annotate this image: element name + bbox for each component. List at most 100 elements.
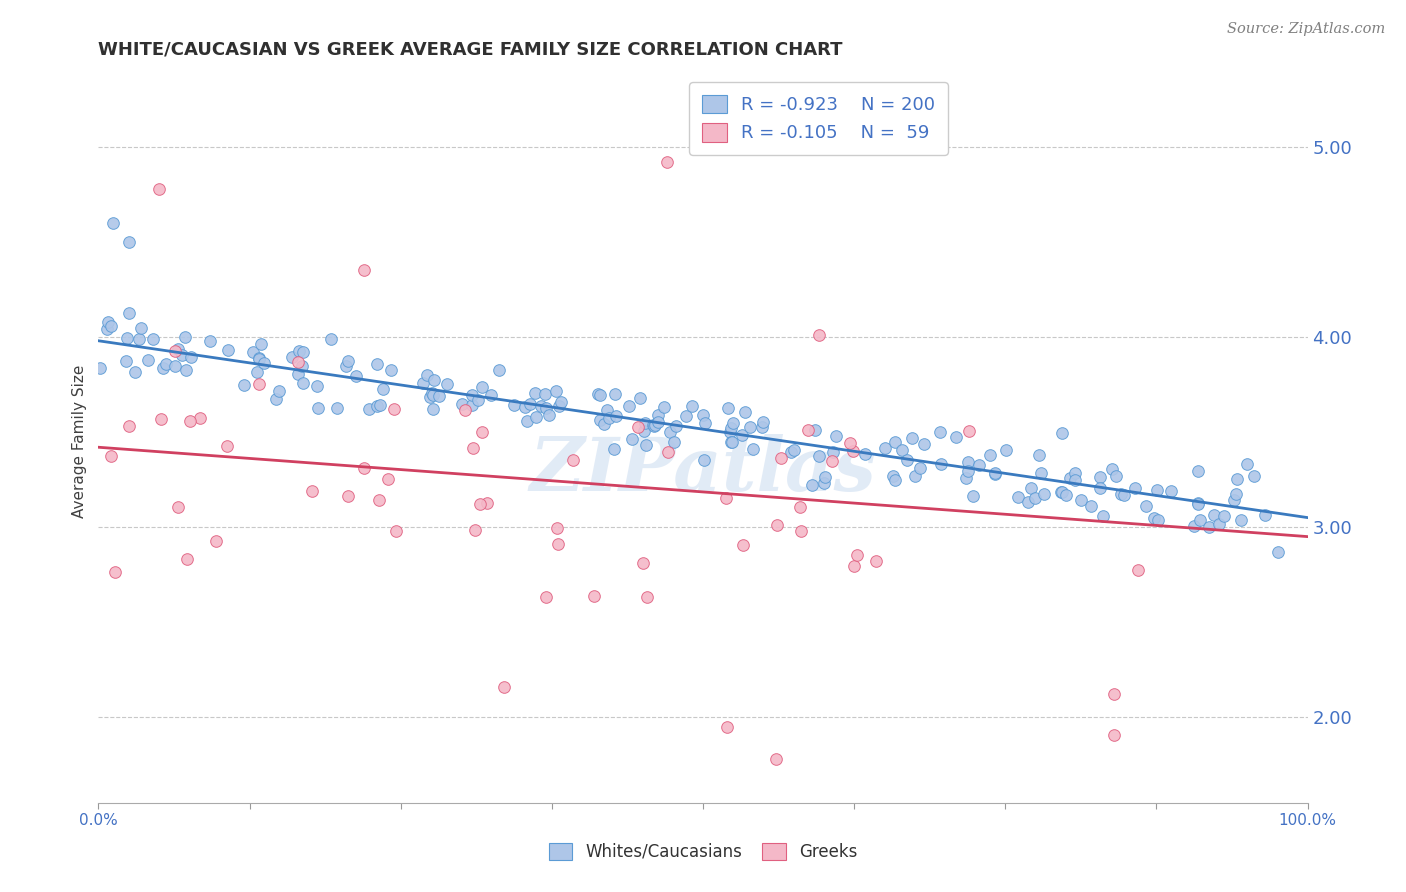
Point xyxy=(188,411,211,425)
Point xyxy=(148,181,170,195)
Point xyxy=(412,376,434,390)
Point xyxy=(967,458,990,472)
Point xyxy=(1146,483,1168,497)
Point xyxy=(427,389,450,403)
Point xyxy=(593,417,616,431)
Point xyxy=(692,409,714,423)
Point xyxy=(492,680,515,694)
Point xyxy=(1019,482,1042,496)
Point xyxy=(536,590,558,604)
Point xyxy=(534,386,557,401)
Point xyxy=(621,432,644,446)
Point xyxy=(603,442,626,456)
Point xyxy=(733,539,755,553)
Point xyxy=(371,382,394,396)
Point xyxy=(488,362,510,376)
Point xyxy=(808,327,831,342)
Point xyxy=(250,336,273,351)
Point xyxy=(524,410,547,425)
Point xyxy=(198,334,221,348)
Legend: Whites/Caucasians, Greeks: Whites/Caucasians, Greeks xyxy=(543,836,863,868)
Point xyxy=(718,425,741,439)
Point xyxy=(471,380,494,394)
Point xyxy=(281,350,304,364)
Point xyxy=(1114,488,1136,502)
Point xyxy=(1135,499,1157,513)
Point xyxy=(176,552,198,566)
Point xyxy=(627,420,650,434)
Point xyxy=(957,464,980,478)
Point xyxy=(751,420,773,434)
Point xyxy=(896,452,918,467)
Point xyxy=(1142,511,1164,525)
Point xyxy=(1187,464,1209,478)
Point xyxy=(752,415,775,429)
Point xyxy=(882,468,904,483)
Point xyxy=(416,368,439,382)
Point xyxy=(1202,508,1225,522)
Point xyxy=(436,376,458,391)
Point xyxy=(1147,513,1170,527)
Point xyxy=(693,452,716,467)
Point xyxy=(97,315,120,329)
Point xyxy=(359,402,381,417)
Point xyxy=(1017,495,1039,509)
Point xyxy=(720,435,742,450)
Point xyxy=(104,565,127,579)
Point xyxy=(1101,462,1123,476)
Point xyxy=(346,369,368,384)
Point xyxy=(681,399,703,413)
Point xyxy=(1070,493,1092,508)
Point xyxy=(422,402,444,417)
Point xyxy=(1223,492,1246,507)
Point xyxy=(734,404,756,418)
Point xyxy=(515,400,537,414)
Point xyxy=(247,376,270,391)
Point xyxy=(165,344,187,359)
Point xyxy=(695,416,717,430)
Point xyxy=(1187,496,1209,510)
Y-axis label: Average Family Size: Average Family Size xyxy=(72,365,87,518)
Point xyxy=(845,548,868,562)
Point xyxy=(287,368,309,382)
Point xyxy=(336,489,359,503)
Legend: R = -0.923    N = 200, R = -0.105    N =  59: R = -0.923 N = 200, R = -0.105 N = 59 xyxy=(689,82,948,155)
Point xyxy=(101,216,124,230)
Point xyxy=(141,332,163,346)
Point xyxy=(1080,499,1102,513)
Point xyxy=(633,424,655,438)
Point xyxy=(336,354,359,368)
Point xyxy=(790,524,813,538)
Point xyxy=(291,359,314,373)
Point xyxy=(353,263,375,277)
Point xyxy=(945,430,967,444)
Point xyxy=(721,416,744,430)
Point xyxy=(641,417,664,432)
Point xyxy=(537,409,560,423)
Point xyxy=(929,457,952,471)
Point xyxy=(172,348,194,362)
Point xyxy=(813,476,835,491)
Point xyxy=(908,461,931,475)
Point xyxy=(307,401,329,415)
Point xyxy=(89,360,111,375)
Point xyxy=(873,441,896,455)
Point xyxy=(1123,481,1146,495)
Point xyxy=(536,401,558,416)
Text: Source: ZipAtlas.com: Source: ZipAtlas.com xyxy=(1226,22,1385,37)
Point xyxy=(657,445,679,459)
Point xyxy=(253,356,276,370)
Point xyxy=(149,412,172,426)
Point xyxy=(180,350,202,364)
Point xyxy=(979,448,1001,462)
Point xyxy=(1243,468,1265,483)
Point xyxy=(548,400,571,414)
Point xyxy=(742,442,765,456)
Point xyxy=(821,454,844,468)
Point xyxy=(1213,508,1236,523)
Point xyxy=(461,399,484,413)
Point xyxy=(1226,472,1249,486)
Point xyxy=(450,397,472,411)
Point xyxy=(461,442,484,456)
Point xyxy=(782,442,804,457)
